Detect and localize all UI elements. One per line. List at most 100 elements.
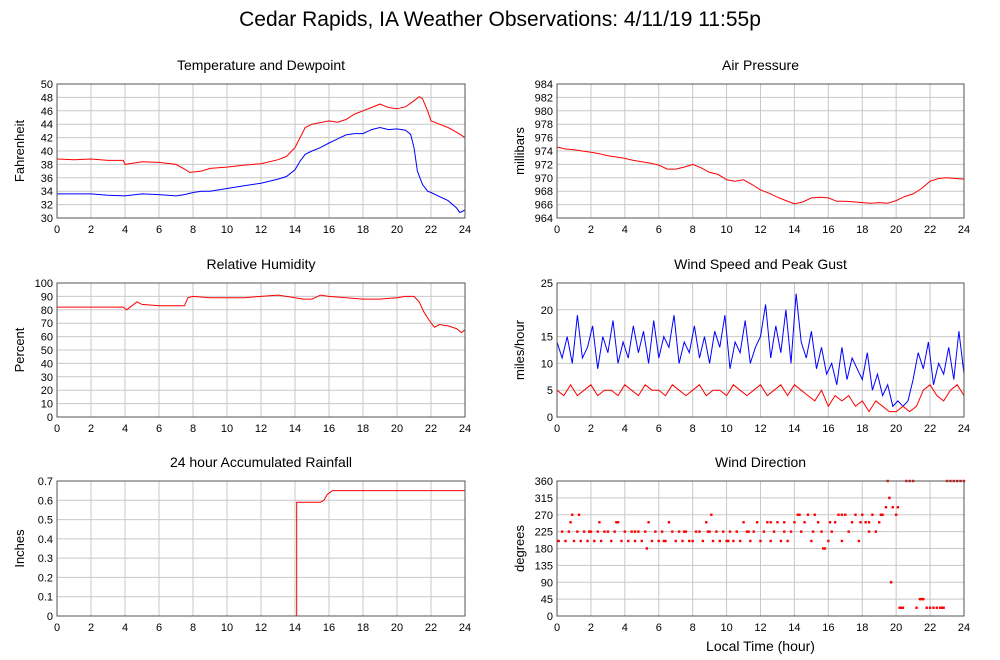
winddir-point [925, 606, 928, 609]
pressure-xtick-label: 12 [754, 224, 766, 236]
winddir-point [888, 496, 891, 500]
winddir-point [677, 530, 681, 533]
pressure-ytick-label: 972 [535, 159, 553, 171]
winddir-point [827, 539, 830, 543]
temp-chart-title: Temperature and Dewpoint [177, 57, 345, 73]
temp-series-1-line [57, 126, 466, 214]
winddir-point [822, 547, 825, 550]
winddir-point [735, 530, 738, 533]
rh-xtick-label: 2 [88, 423, 94, 435]
rain-xtick-label: 6 [156, 622, 162, 634]
rain-plot-frame [56, 480, 466, 617]
rh-ytick-label: 0 [47, 412, 53, 424]
pressure-xtick-label: 14 [788, 224, 800, 236]
pressure-plot-frame [556, 83, 965, 219]
winddir-ytick-label: 315 [535, 493, 553, 505]
rain-xtick-label: 8 [190, 622, 196, 634]
temp-xtick-label: 20 [391, 224, 403, 236]
rh-ytick-label: 10 [41, 399, 53, 411]
pressure-ytick-label: 974 [535, 146, 553, 158]
rain-ytick-label: 0.4 [38, 534, 53, 546]
winddir-point [616, 521, 620, 524]
pressure-xtick-label: 8 [690, 224, 696, 236]
rain-ytick-label: 0.5 [38, 515, 53, 527]
winddir-point [854, 513, 857, 516]
rh-xtick-label: 6 [156, 423, 162, 435]
winddir-point [940, 606, 944, 609]
winddir-xtick-label: 10 [720, 622, 732, 634]
winddir-xtick-label: 14 [788, 622, 800, 634]
winddir-point [564, 539, 567, 543]
winddir-point [898, 606, 901, 609]
wind-xtick-label: 20 [890, 423, 902, 435]
rh-xtick-label: 10 [221, 423, 233, 435]
winddir-point [867, 530, 871, 533]
winddir-point [640, 539, 643, 543]
winddir-point [755, 521, 759, 524]
winddir-point [891, 506, 894, 509]
rain-xtick-label: 16 [323, 622, 335, 634]
winddir-point [606, 530, 610, 533]
winddir-point [859, 521, 862, 524]
pressure-ytick-label: 966 [535, 200, 553, 212]
winddir-point [894, 513, 898, 516]
winddir-point [613, 530, 616, 533]
winddir-point [633, 530, 637, 533]
temp-ytick-label: 38 [41, 159, 53, 171]
temp-series-0-line [56, 96, 466, 173]
winddir-point [766, 521, 769, 524]
winddir-point [828, 521, 832, 524]
winddir-ytick-label: 0 [547, 611, 553, 623]
rain-ytick-label: 0 [47, 611, 53, 623]
winddir-point [732, 539, 735, 543]
winddir-point [671, 530, 674, 533]
wind-y-axis-label: miles/hour [512, 319, 527, 380]
winddir-point [896, 506, 900, 509]
wind-xtick-label: 16 [822, 423, 834, 435]
winddir-point [647, 521, 650, 524]
pressure-xtick-label: 10 [720, 224, 732, 236]
winddir-point [718, 539, 721, 543]
winddir-point [657, 539, 660, 543]
winddir-point [810, 539, 813, 543]
wind-xtick-label: 0 [554, 423, 560, 435]
pressure-chart-title: Air Pressure [722, 57, 799, 73]
winddir-point [576, 530, 579, 533]
winddir-point [889, 581, 893, 584]
winddir-point [577, 513, 581, 516]
winddir-point [643, 530, 647, 533]
winddir-point [596, 530, 599, 533]
rain-xtick-label: 12 [255, 622, 267, 634]
pressure-ytick-label: 976 [535, 133, 553, 145]
winddir-point [759, 539, 762, 543]
winddir-point [837, 513, 840, 516]
temp-ytick-label: 40 [41, 146, 53, 158]
rh-ytick-label: 40 [41, 358, 53, 370]
winddir-xtick-label: 18 [856, 622, 868, 634]
winddir-point [589, 530, 593, 533]
pressure-xtick-label: 22 [924, 224, 936, 236]
pressure-xtick-label: 6 [656, 224, 662, 236]
temp-xtick-label: 4 [122, 224, 128, 236]
rain-ytick-label: 0.1 [38, 592, 53, 604]
winddir-point [932, 606, 935, 609]
temp-xtick-label: 12 [255, 224, 267, 236]
pressure-xtick-label: 20 [890, 224, 902, 236]
winddir-point [878, 521, 881, 524]
rain-xtick-label: 24 [459, 622, 471, 634]
winddir-point [800, 530, 803, 533]
winddir-point [769, 521, 772, 524]
winddir-point [610, 539, 613, 543]
winddir-point [664, 539, 667, 543]
winddir-xtick-label: 24 [958, 622, 970, 634]
winddir-x-axis-label: Local Time (hour) [706, 638, 815, 654]
winddir-xtick-label: 0 [554, 622, 560, 634]
winddir-point [847, 530, 850, 533]
rain-y-axis-label: Inches [12, 529, 27, 568]
winddir-point [840, 539, 844, 543]
wind-xtick-label: 14 [788, 423, 800, 435]
winddir-point [738, 539, 742, 543]
wind-xtick-label: 18 [856, 423, 868, 435]
temp-ytick-label: 32 [41, 200, 53, 212]
winddir-point [705, 521, 708, 524]
